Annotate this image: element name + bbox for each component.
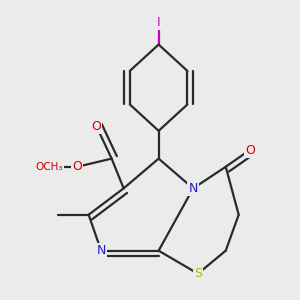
Text: O: O — [92, 119, 101, 133]
Text: OCH₃: OCH₃ — [36, 162, 63, 172]
Text: S: S — [194, 267, 202, 280]
Text: N: N — [188, 182, 198, 195]
Text: O: O — [245, 143, 255, 157]
Text: O: O — [72, 160, 82, 173]
Text: N: N — [96, 244, 106, 257]
Text: I: I — [157, 16, 160, 29]
